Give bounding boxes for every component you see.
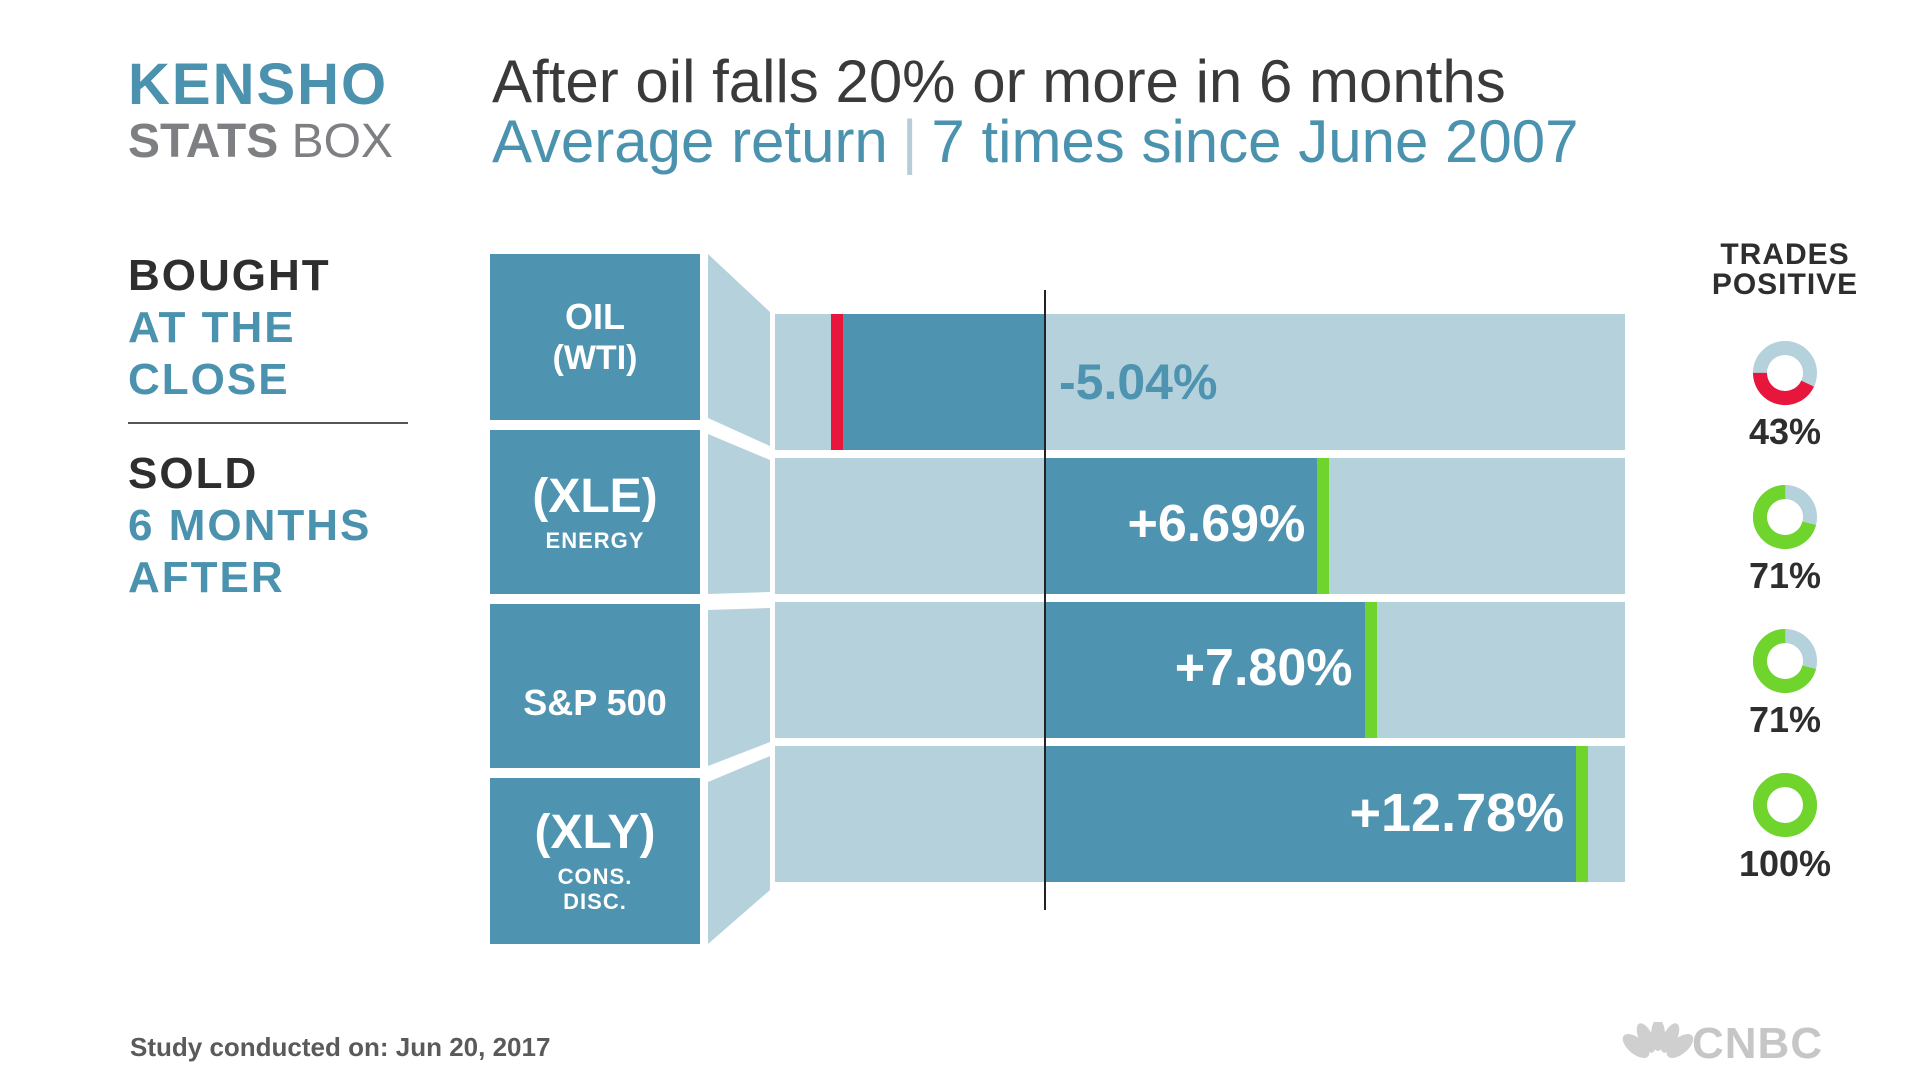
category-label: (XLY) [534, 806, 656, 860]
bar-value-label: +12.78% [1349, 783, 1565, 843]
logo-box: BOX [291, 115, 393, 168]
zero-line [1044, 290, 1046, 910]
cnbc-peacock-icon [1622, 1022, 1694, 1058]
trades-positive-donut [1753, 773, 1817, 837]
legend-sold: SOLD [128, 449, 259, 498]
bar-value-label: -5.04% [1059, 354, 1218, 410]
category-label: S&P 500 [523, 682, 667, 724]
logo-line-1: KENSHO [128, 52, 389, 117]
bar-end-marker-negative [830, 314, 843, 450]
bar-value-label: +7.80% [1174, 639, 1353, 697]
bar-value-label: +6.69% [1127, 495, 1306, 553]
category-sp500: S&P 500 [490, 604, 700, 768]
trades-positive-header: TRADES POSITIVE [1700, 240, 1870, 300]
trades-positive-donut [1753, 485, 1817, 549]
category-xly: (XLY) CONS. DISC. [490, 778, 700, 944]
category-sublabel: CONS. DISC. [557, 864, 633, 915]
legend-sold-when-2: AFTER [128, 553, 285, 602]
subtitle-right: 7 times since June 2007 [931, 108, 1579, 175]
stats-box-logo-text: STATS BOX [128, 118, 393, 166]
trades-positive-donut [1753, 629, 1817, 693]
bar-end-marker-positive [1317, 458, 1330, 594]
bar [1045, 602, 1377, 738]
subtitle-separator: | [901, 108, 918, 175]
trades-positive-donut [1753, 341, 1817, 405]
bar [1045, 746, 1589, 882]
bar-end-marker-positive [1364, 602, 1377, 738]
subtitle-left: Average return [492, 108, 888, 175]
legend-bought-when-2: CLOSE [128, 355, 290, 404]
legend-sold-when-1: 6 MONTHS [128, 501, 372, 550]
study-date-footer: Study conducted on: Jun 20, 2017 [130, 1032, 551, 1062]
trades-header-line-1: TRADES [1720, 238, 1850, 271]
category-oil: OIL (WTI) [490, 254, 700, 420]
bar [1045, 458, 1330, 594]
trades-positive-percent: 43% [1748, 411, 1822, 452]
category-label: (XLE) [532, 469, 658, 523]
category-xle: (XLE) ENERGY [490, 430, 700, 594]
trades-header-line-2: POSITIVE [1711, 268, 1859, 301]
kensho-logo-text: KENSHO [128, 56, 388, 114]
chart-subtitle: Average return | 7 times since June 2007 [492, 112, 1578, 172]
category-sublabel: ENERGY [545, 527, 645, 553]
category-sublabel: (WTI) [552, 339, 638, 378]
trades-positive-percent: 71% [1748, 699, 1822, 740]
row-connectors [708, 254, 770, 944]
trades-positive-percent: 71% [1748, 555, 1822, 596]
chart-title: After oil falls 20% or more in 6 months [492, 48, 1506, 115]
logo-stats: STATS [128, 115, 279, 168]
bar [830, 314, 1045, 450]
cnbc-logo-text: CNBC [1692, 1019, 1824, 1068]
legend-bought: BOUGHT [128, 251, 331, 300]
donut-arc [1753, 773, 1817, 837]
legend-bought-when-1: AT THE [128, 303, 296, 352]
category-label: OIL [565, 295, 625, 337]
trades-positive-percent: 100% [1738, 843, 1832, 884]
legend-divider [128, 422, 408, 424]
bar-end-marker-positive [1576, 746, 1589, 882]
